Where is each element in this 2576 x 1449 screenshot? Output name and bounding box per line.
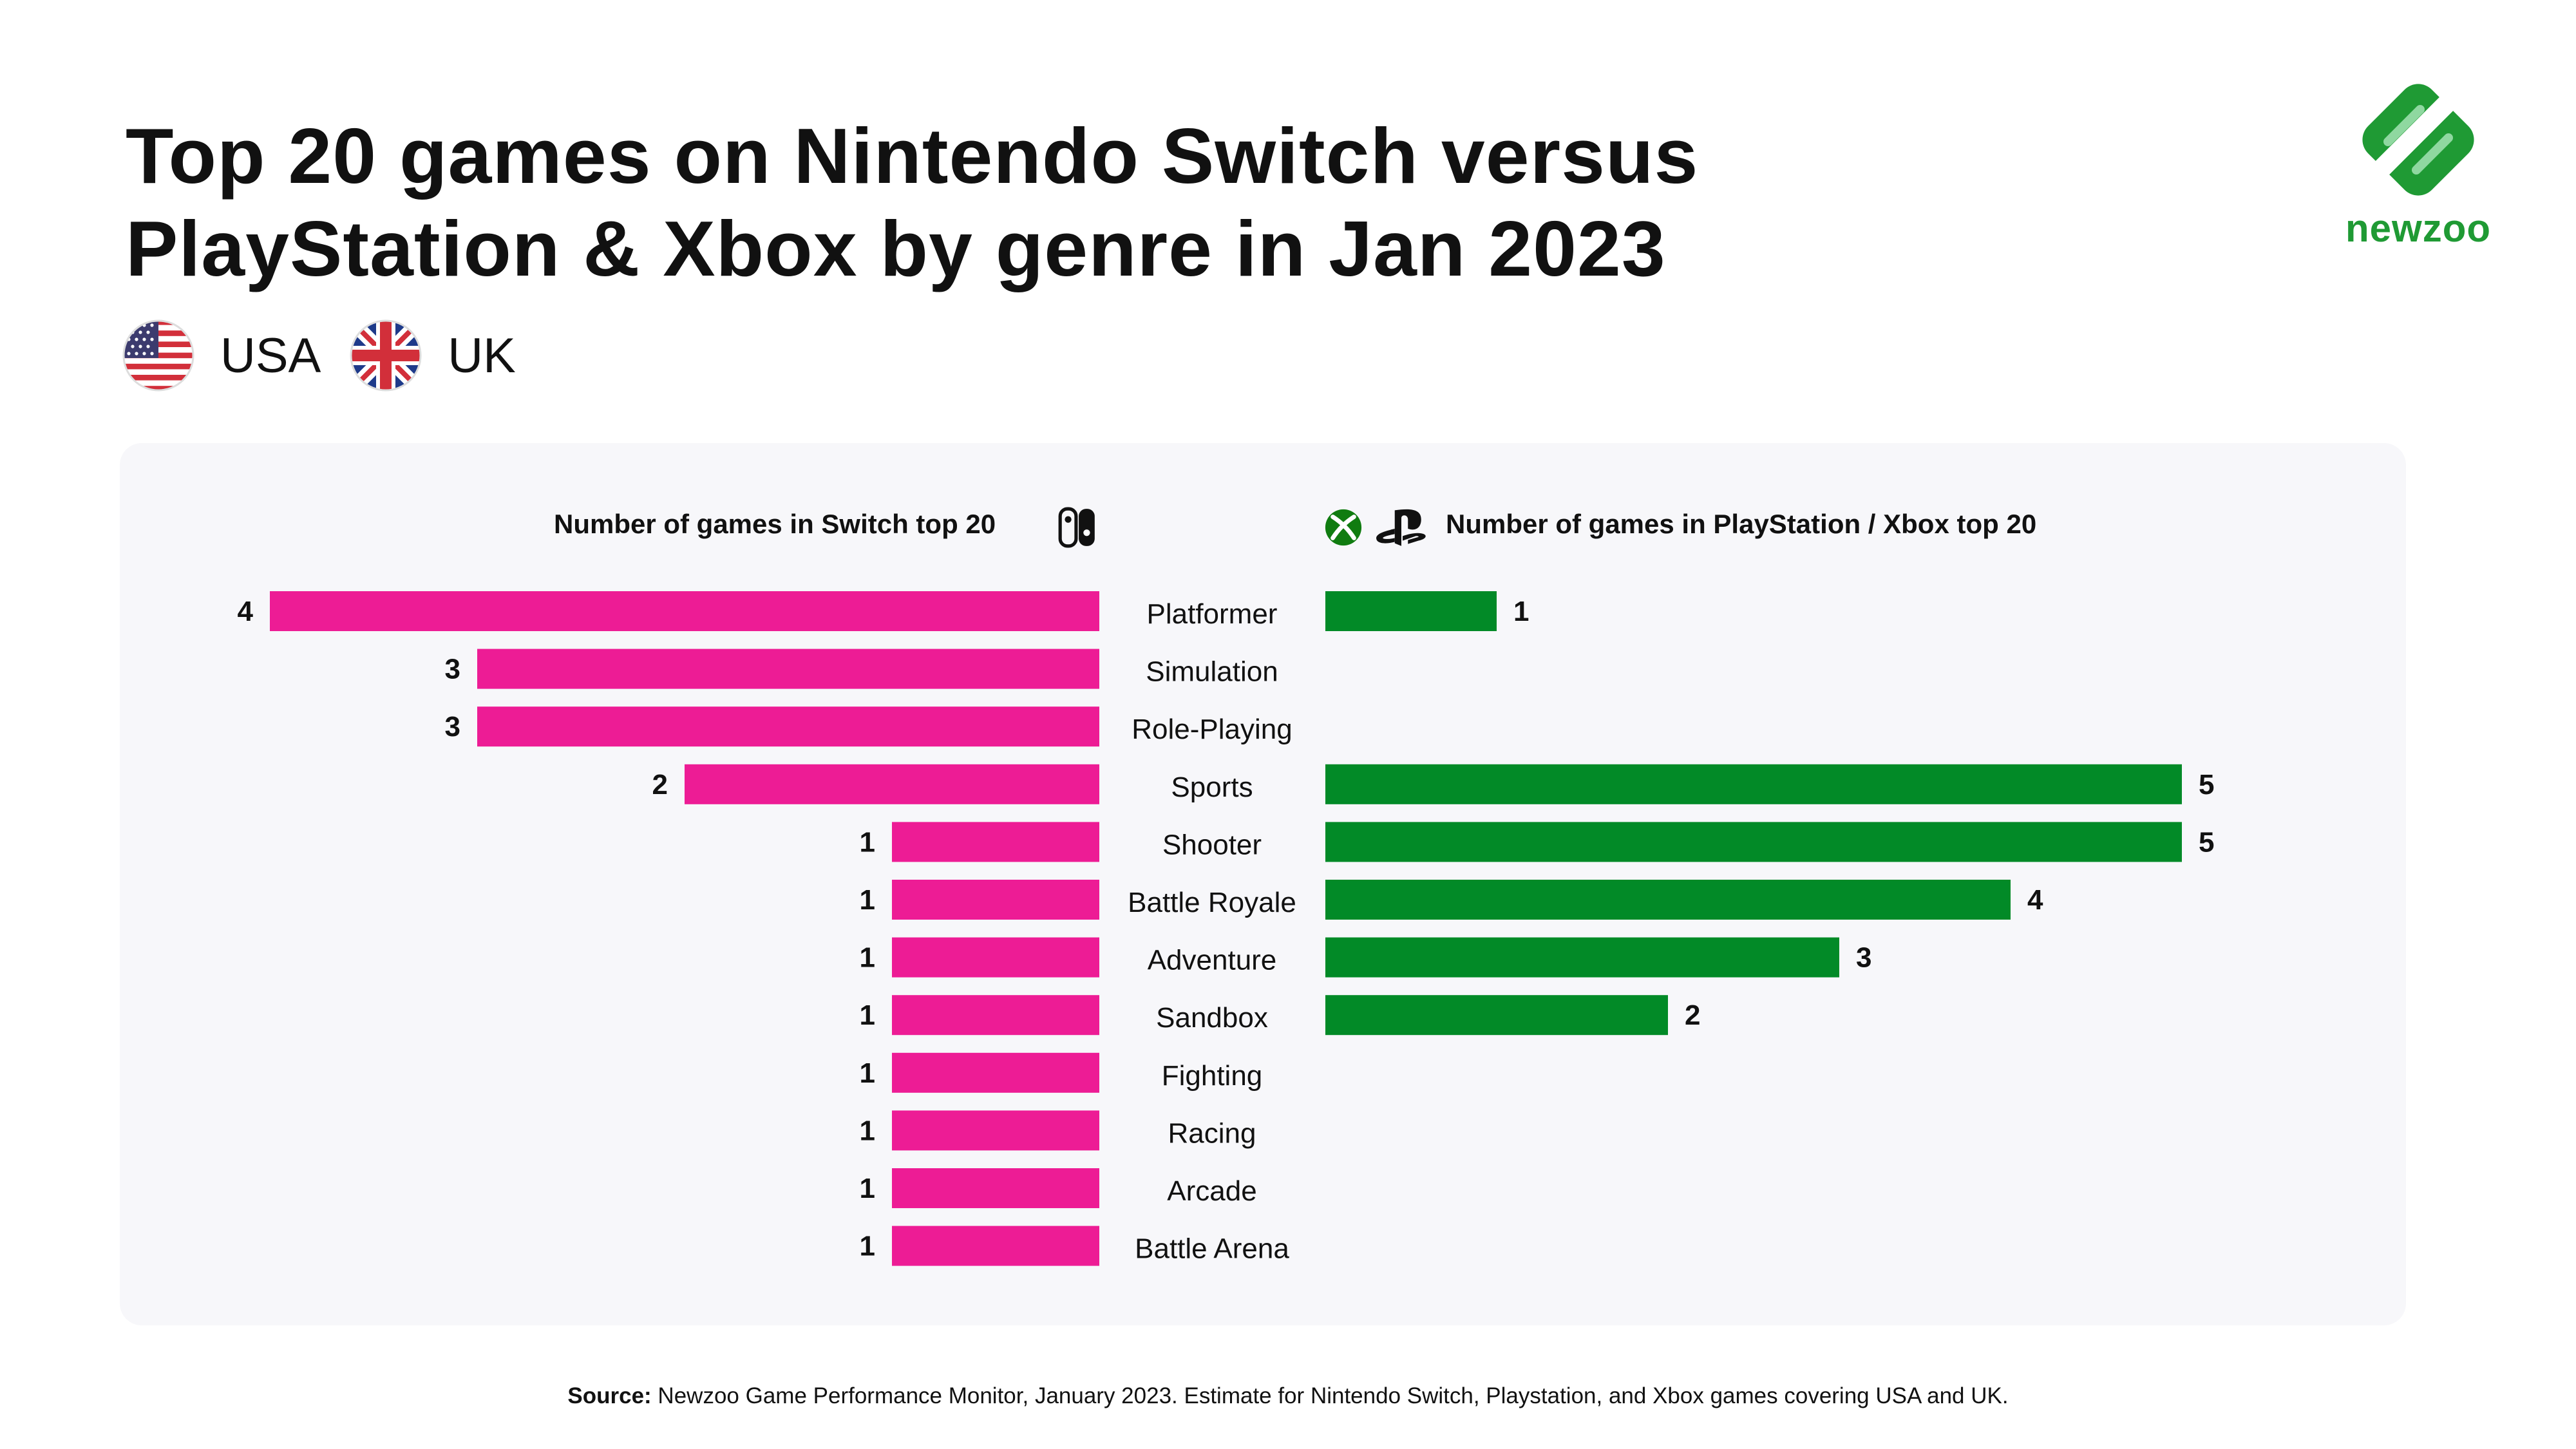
switch-value-label-battle-arena: 1 xyxy=(860,1231,875,1262)
xbox-icon xyxy=(1325,509,1362,546)
switch-value-label-sports: 2 xyxy=(652,769,668,800)
switch-bar-role-playing xyxy=(477,706,1099,747)
playstation-xbox-value-label-battle-royale: 4 xyxy=(2027,884,2043,916)
category-label-shooter: Shooter xyxy=(1162,829,1262,860)
switch-value-label-battle-royale: 1 xyxy=(860,884,875,916)
switch-bar-battle-arena xyxy=(892,1226,1099,1266)
switch-value-label-simulation: 3 xyxy=(445,654,460,685)
category-label-battle-arena: Battle Arena xyxy=(1135,1233,1289,1265)
switch-bar-battle-royale xyxy=(892,880,1099,920)
switch-value-label-fighting: 1 xyxy=(860,1057,875,1089)
title-line-1: Top 20 games on Nintendo Switch versus xyxy=(126,112,1699,200)
page-title: Top 20 games on Nintendo Switch versus P… xyxy=(126,109,1993,295)
switch-value-label-platformer: 4 xyxy=(238,596,254,627)
source-note: Source: Newzoo Game Performance Monitor,… xyxy=(0,1383,2576,1409)
category-label-battle-royale: Battle Royale xyxy=(1128,887,1296,918)
usa-flag-icon xyxy=(122,319,194,392)
category-label-arcade: Arcade xyxy=(1167,1175,1256,1207)
region-uk: UK xyxy=(350,319,516,392)
playstation-xbox-bar-adventure xyxy=(1325,937,1839,978)
nintendo-switch-icon xyxy=(1058,507,1095,548)
switch-value-label-arcade: 1 xyxy=(860,1173,875,1204)
switch-bar-platformer xyxy=(270,591,1099,631)
playstation-xbox-value-label-sandbox: 2 xyxy=(1685,999,1700,1031)
switch-bar-shooter xyxy=(892,822,1099,862)
category-label-platformer: Platformer xyxy=(1147,598,1278,630)
category-label-sandbox: Sandbox xyxy=(1156,1002,1268,1034)
switch-bar-arcade xyxy=(892,1168,1099,1208)
playstation-icon xyxy=(1376,509,1426,546)
region-label-uk: UK xyxy=(448,328,516,383)
region-usa: USA xyxy=(122,319,321,392)
switch-bar-sandbox xyxy=(892,995,1099,1036)
chart-panel xyxy=(120,443,2406,1325)
newzoo-logo-icon xyxy=(2362,84,2474,196)
title-line-2: PlayStation & Xbox by genre in Jan 2023 xyxy=(126,205,1666,292)
category-label-simulation: Simulation xyxy=(1146,656,1278,688)
playstation-xbox-value-label-sports: 5 xyxy=(2199,769,2214,800)
category-label-role-playing: Role-Playing xyxy=(1132,714,1292,745)
switch-series-header: Number of games in Switch top 20 xyxy=(554,509,996,539)
playstation-xbox-series-header: Number of games in PlayStation / Xbox to… xyxy=(1446,509,2037,539)
source-text: Newzoo Game Performance Monitor, January… xyxy=(651,1383,2009,1408)
playstation-xbox-bar-sports xyxy=(1325,764,2182,804)
switch-bar-racing xyxy=(892,1110,1099,1151)
region-legend: USA UK xyxy=(122,317,545,394)
playstation-xbox-bar-shooter xyxy=(1325,822,2182,862)
category-label-racing: Racing xyxy=(1168,1117,1256,1149)
playstation-xbox-value-label-platformer: 1 xyxy=(1513,596,1529,627)
playstation-xbox-bar-sandbox xyxy=(1325,995,1668,1036)
switch-value-label-adventure: 1 xyxy=(860,942,875,974)
switch-value-label-sandbox: 1 xyxy=(860,999,875,1031)
switch-value-label-role-playing: 3 xyxy=(445,711,460,743)
playstation-xbox-value-label-adventure: 3 xyxy=(1856,942,1871,974)
playstation-xbox-bar-battle-royale xyxy=(1325,880,2011,920)
switch-bar-fighting xyxy=(892,1052,1099,1093)
newzoo-logo: newzoo xyxy=(2331,71,2505,251)
category-label-adventure: Adventure xyxy=(1148,945,1277,976)
playstation-xbox-value-label-shooter: 5 xyxy=(2199,826,2214,858)
switch-value-label-shooter: 1 xyxy=(860,826,875,858)
category-label-fighting: Fighting xyxy=(1162,1060,1263,1092)
playstation-xbox-bar-platformer xyxy=(1325,591,1497,631)
category-label-sports: Sports xyxy=(1171,772,1253,803)
source-label: Source: xyxy=(567,1383,652,1408)
switch-bar-sports xyxy=(685,764,1099,804)
switch-bar-simulation xyxy=(477,649,1099,689)
region-label-usa: USA xyxy=(220,328,321,383)
newzoo-wordmark: newzoo xyxy=(2345,207,2491,250)
switch-value-label-racing: 1 xyxy=(860,1115,875,1146)
switch-bar-adventure xyxy=(892,937,1099,978)
